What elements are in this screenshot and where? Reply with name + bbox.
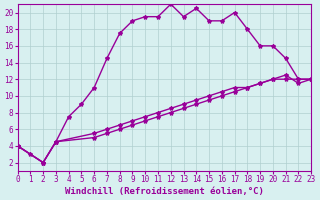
X-axis label: Windchill (Refroidissement éolien,°C): Windchill (Refroidissement éolien,°C): [65, 187, 264, 196]
